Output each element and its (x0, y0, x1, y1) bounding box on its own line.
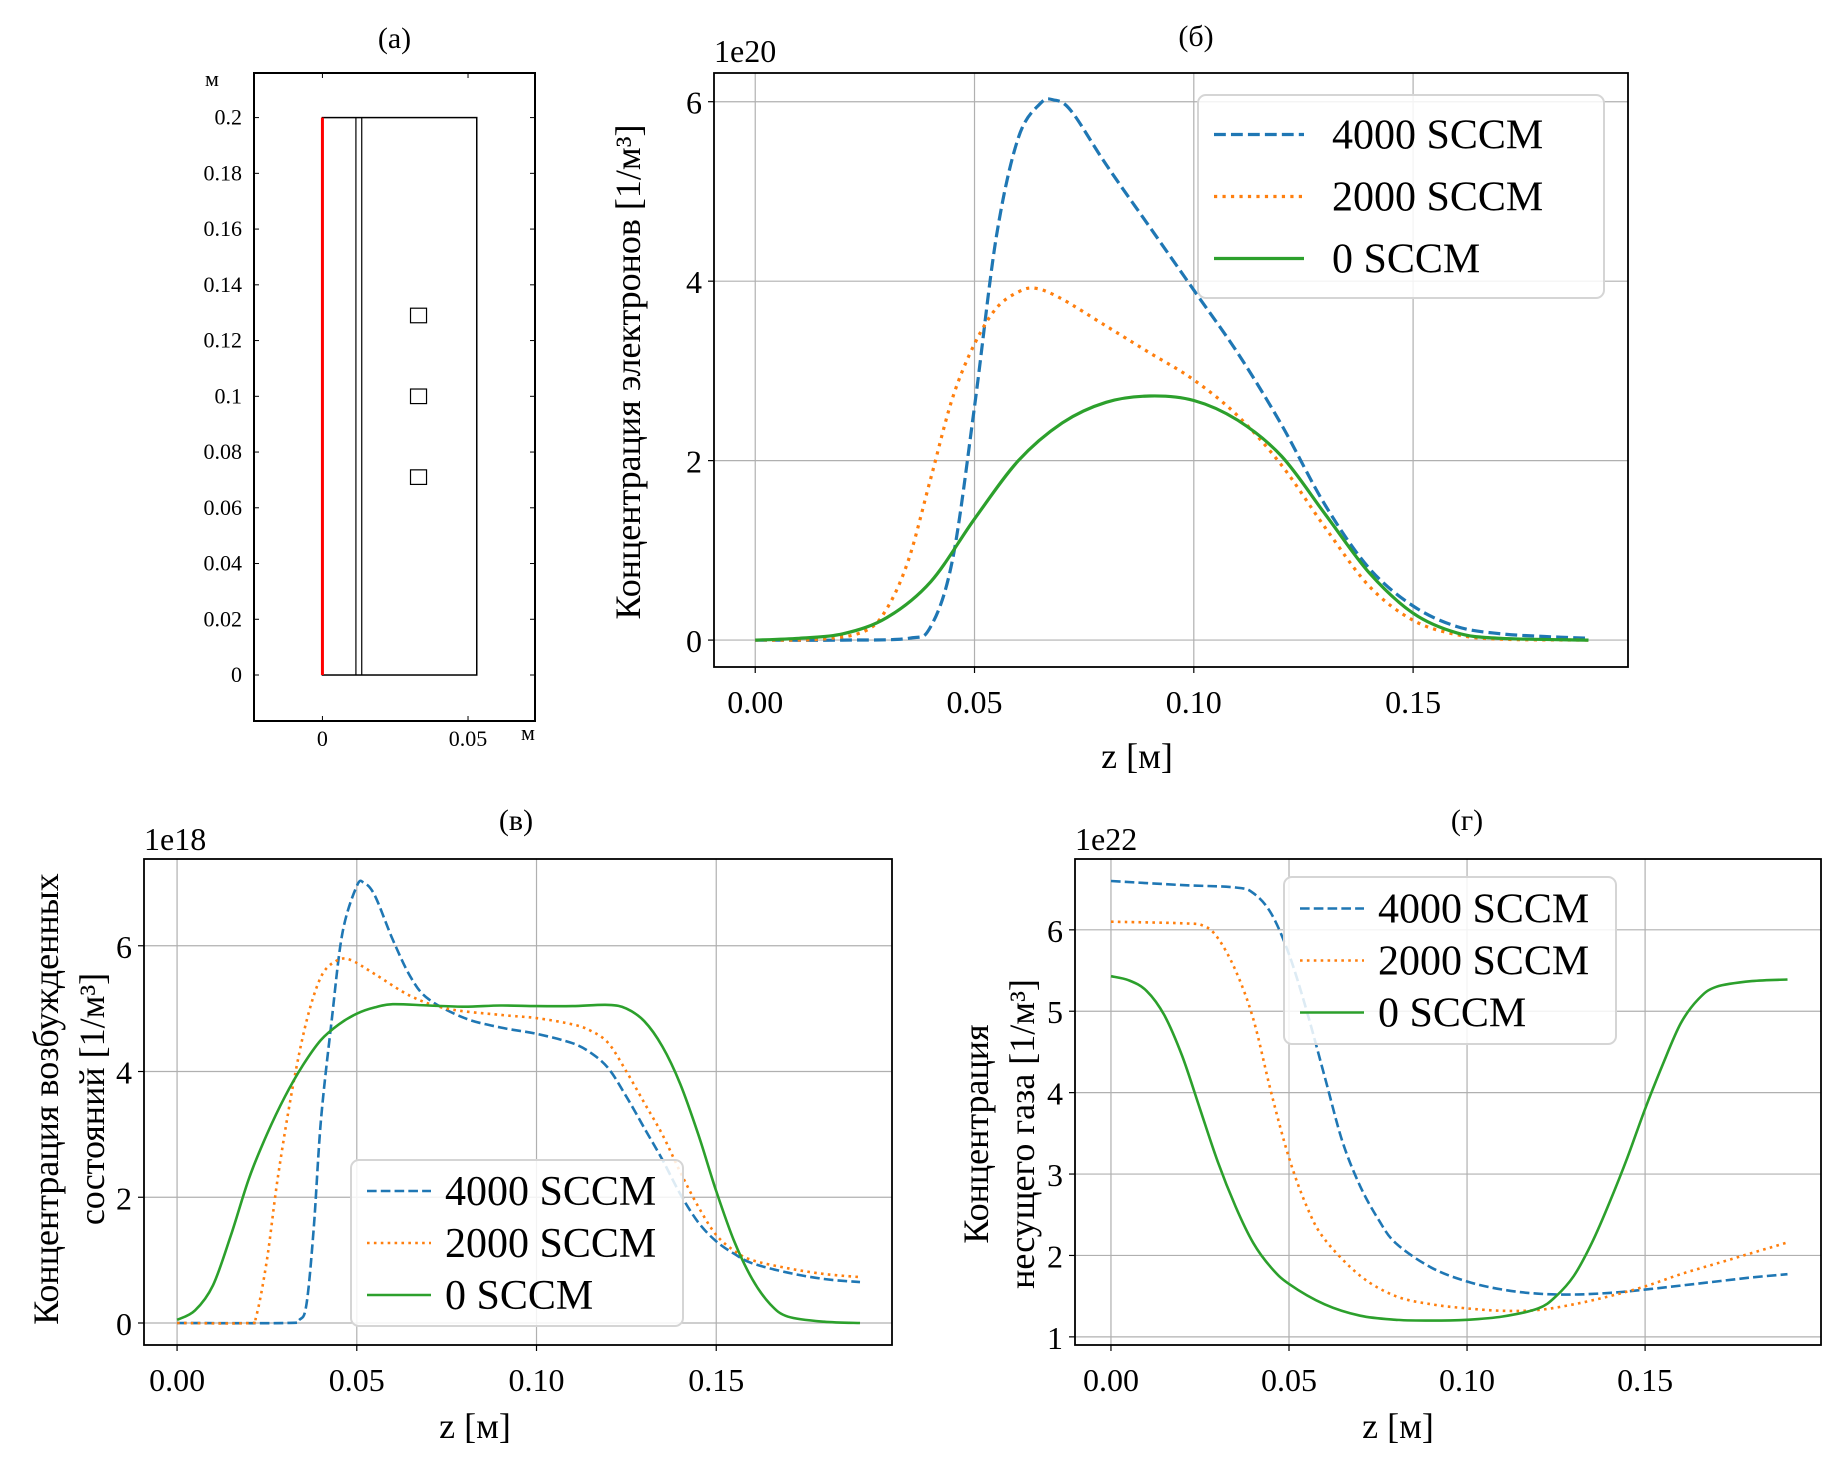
axes-frame (713, 72, 1629, 668)
axes-frame (143, 858, 893, 1346)
x-axis-label: z [м] (1362, 1406, 1434, 1446)
legend-box (350, 1159, 684, 1327)
series-line-4000-sccm (177, 879, 861, 1325)
y-tick-label: 6 (116, 929, 132, 965)
coil-square (409, 388, 428, 405)
y-axis-label: Концентрация электронов [1/м³] (608, 125, 648, 620)
x-tick-label: 0.15 (1385, 684, 1441, 720)
y-tick-label: 3 (1047, 1157, 1063, 1193)
axis-offset-text: 1e22 (1075, 821, 1137, 857)
diagram-frame (253, 72, 536, 722)
y-tick-label: 0.16 (204, 216, 243, 241)
y-axis-label: состояний [1/м³] (72, 973, 112, 1225)
x-tick-label: 0.00 (1083, 1362, 1139, 1398)
y-tick-label: 4 (686, 264, 702, 300)
y-tick-label: 2 (1047, 1238, 1063, 1274)
legend-label: 0 SCCM (1378, 991, 1526, 1037)
x-tick-label: 0.00 (149, 1362, 205, 1398)
series-line-4000-sccm (755, 97, 1589, 642)
y-tick-label: 0.06 (204, 495, 243, 520)
y-tick-label: 2 (686, 444, 702, 480)
y-tick-label: 0.08 (204, 439, 243, 464)
chart-panel-g: 0.00 0.05 0.10 0.15 1 2 3 4 5 6 (г) 1e22 z [м] Концен… (956, 804, 1822, 1446)
series-group (1110, 879, 1788, 1322)
x-tick-label: 0.15 (1617, 1362, 1673, 1398)
x-tick-label: 0.10 (509, 1362, 565, 1398)
y-tick-label: 0.1 (215, 383, 243, 408)
x-tick-label: 0.05 (329, 1362, 385, 1398)
x-unit-label: м (521, 720, 535, 745)
coil-square (409, 469, 428, 486)
chart-panel-v: 0.00 0.05 0.10 0.15 0 2 4 6 (в) 1e18 z [м] Концентр… (26, 804, 893, 1446)
y-tick-label: 0.04 (204, 551, 243, 576)
chart-title: (б) (1178, 20, 1213, 53)
y-tick-label: 0.02 (204, 606, 243, 631)
legend-label: 2000 SCCM (445, 1221, 656, 1267)
legend: 4000 SCCM 2000 SCCM 0 SCCM (350, 1159, 684, 1327)
y-tick-label: 4 (1047, 1076, 1063, 1112)
y-tick-label: 2 (116, 1180, 132, 1216)
x-tick-label: 0.05 (449, 726, 488, 751)
y-tick-label: 4 (116, 1055, 132, 1091)
legend-label: 2000 SCCM (1378, 939, 1589, 985)
x-axis-label: z [м] (1101, 736, 1173, 776)
domain-outline (321, 116, 478, 676)
y-tick-label: 0.18 (204, 160, 243, 185)
chart-title: (в) (499, 804, 533, 837)
series-line-0-sccm (1110, 974, 1788, 1322)
y-tick-label: 5 (1047, 994, 1063, 1030)
x-tick-label: 0.15 (688, 1362, 744, 1398)
series-line-2000-sccm (177, 957, 861, 1325)
y-axis-label: Концентрация (956, 1024, 996, 1243)
y-tick-label: 1 (1047, 1320, 1063, 1356)
x-tick-label: 0.05 (947, 684, 1003, 720)
coil-square (409, 307, 428, 324)
legend-box (1283, 876, 1617, 1045)
y-tick-label: 0 (686, 623, 702, 659)
legend-label: 0 SCCM (445, 1273, 593, 1319)
legend-label: 4000 SCCM (1332, 113, 1543, 159)
series-line-4000-sccm (1110, 879, 1788, 1296)
x-tick-label: 0.00 (727, 684, 783, 720)
legend-label: 0 SCCM (1332, 237, 1480, 283)
y-unit-label: м (205, 66, 219, 91)
x-tick-label: 0.10 (1166, 684, 1222, 720)
y-tick-label: 6 (686, 85, 702, 121)
x-tick-label: 0 (317, 726, 328, 751)
series-group (176, 879, 861, 1325)
axis-offset-text: 1e18 (144, 821, 206, 857)
y-axis-label: несущего газа [1/м³] (1002, 979, 1042, 1289)
series-line-2000-sccm (1110, 920, 1788, 1313)
legend-label: 2000 SCCM (1332, 175, 1543, 221)
legend: 4000 SCCM 2000 SCCM 0 SCCM (1283, 876, 1617, 1045)
axis-offset-text: 1e20 (714, 33, 776, 69)
y-tick-label: 0.2 (215, 105, 243, 130)
series-group (755, 97, 1589, 642)
legend-label: 4000 SCCM (1378, 887, 1589, 933)
legend-label: 4000 SCCM (445, 1169, 656, 1215)
legend: 4000 SCCM 2000 SCCM 0 SCCM (1197, 94, 1605, 299)
y-tick-label: 0.14 (204, 272, 243, 297)
axes-frame (1074, 858, 1822, 1346)
series-line-0-sccm (755, 394, 1589, 642)
chart-title: (г) (1451, 804, 1483, 837)
y-tick-label: 0.12 (204, 328, 243, 353)
x-tick-label: 0.05 (1261, 1362, 1317, 1398)
legend-box (1197, 94, 1605, 299)
series-line-2000-sccm (755, 286, 1589, 642)
x-axis-label: z [м] (439, 1406, 511, 1446)
y-tick-label: 0 (116, 1306, 132, 1342)
y-axis-label: Концентрация возбужденных (26, 873, 66, 1325)
diagram-panel-a: (a) 0 0.02 0.04 0.06 0.08 0.1 0.12 0.14 0.16 0.18 0… (204, 22, 536, 751)
series-line-0-sccm (176, 1002, 861, 1325)
x-tick-label: 0.10 (1439, 1362, 1495, 1398)
diagram-title: (a) (378, 22, 411, 55)
y-tick-label: 6 (1047, 913, 1063, 949)
y-tick-label: 0 (231, 662, 242, 687)
chart-panel-b: 0.00 0.05 0.10 0.15 0 2 4 6 (б) 1e20 z [м] Концентр… (608, 20, 1629, 776)
